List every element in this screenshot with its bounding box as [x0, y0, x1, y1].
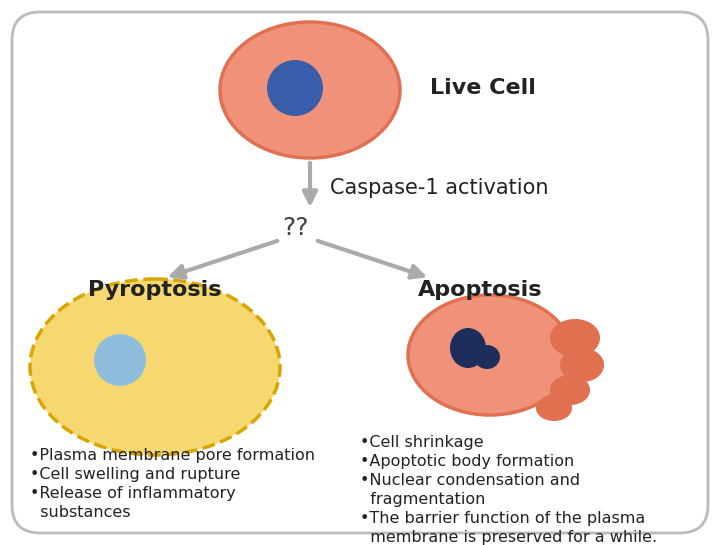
Text: ??: ?? — [282, 216, 308, 240]
Text: Live Cell: Live Cell — [430, 78, 536, 98]
Text: •Cell swelling and rupture: •Cell swelling and rupture — [30, 467, 240, 482]
Ellipse shape — [267, 60, 323, 116]
Text: •Cell shrinkage: •Cell shrinkage — [360, 435, 484, 450]
Ellipse shape — [551, 320, 599, 356]
Ellipse shape — [408, 295, 572, 415]
Ellipse shape — [551, 376, 589, 404]
Ellipse shape — [220, 22, 400, 158]
Ellipse shape — [537, 396, 571, 420]
Text: •Plasma membrane pore formation: •Plasma membrane pore formation — [30, 448, 315, 463]
Text: •Release of inflammatory: •Release of inflammatory — [30, 486, 235, 501]
Text: Apoptosis: Apoptosis — [418, 280, 542, 300]
Text: •Nuclear condensation and: •Nuclear condensation and — [360, 473, 580, 488]
Text: Pyroptosis: Pyroptosis — [89, 280, 222, 300]
Text: •The barrier function of the plasma: •The barrier function of the plasma — [360, 511, 645, 526]
Text: substances: substances — [30, 505, 130, 520]
Ellipse shape — [30, 279, 280, 455]
Ellipse shape — [450, 328, 486, 368]
Text: •Apoptotic body formation: •Apoptotic body formation — [360, 454, 575, 469]
FancyBboxPatch shape — [12, 12, 708, 533]
Text: fragmentation: fragmentation — [360, 492, 485, 507]
Text: membrane is preserved for a while.: membrane is preserved for a while. — [360, 530, 657, 545]
Ellipse shape — [474, 345, 500, 369]
Text: Caspase-1 activation: Caspase-1 activation — [330, 178, 549, 198]
Ellipse shape — [561, 349, 603, 381]
Ellipse shape — [94, 334, 146, 386]
